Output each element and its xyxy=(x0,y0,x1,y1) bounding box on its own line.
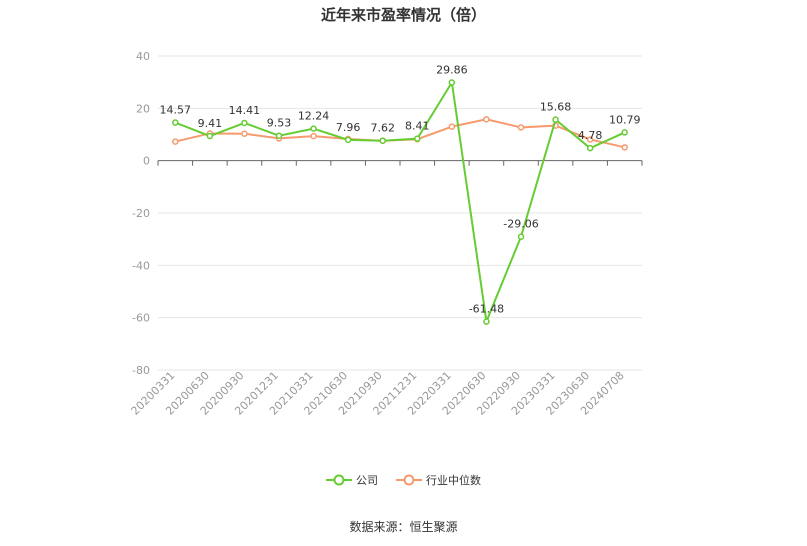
legend-item-industry[interactable]: 行业中位数 xyxy=(396,472,481,488)
series-line-0 xyxy=(174,79,626,326)
data-point xyxy=(310,132,317,140)
data-point xyxy=(206,132,214,140)
data-point xyxy=(586,144,594,152)
data-label: 7.96 xyxy=(336,121,361,134)
y-tick-label: 0 xyxy=(143,155,150,168)
data-point xyxy=(448,123,456,130)
data-point xyxy=(586,136,594,143)
data-label: 10.79 xyxy=(609,113,641,126)
data-point xyxy=(414,135,421,142)
legend-label-industry: 行业中位数 xyxy=(426,474,481,487)
data-point xyxy=(448,79,456,86)
data-label: 12.24 xyxy=(298,110,330,123)
data-label: -29.06 xyxy=(503,218,538,231)
data-label: 14.57 xyxy=(160,104,192,117)
data-point xyxy=(483,116,490,123)
data-label: 29.86 xyxy=(436,64,468,77)
data-point xyxy=(344,136,352,144)
y-tick-label: -40 xyxy=(132,259,150,272)
data-label: 14.41 xyxy=(229,104,261,117)
chart-title: 近年来市盈率情况（倍） xyxy=(320,6,486,24)
data-label: -61.48 xyxy=(469,303,504,316)
data-label: 9.41 xyxy=(198,117,223,130)
legend: 公司 行业中位数 xyxy=(0,472,807,488)
data-point xyxy=(517,233,525,240)
y-tick-label: 20 xyxy=(136,102,150,115)
data-point xyxy=(172,138,179,145)
data-point xyxy=(483,318,490,325)
data-label: 4.78 xyxy=(578,129,603,142)
data-point xyxy=(621,144,628,151)
data-point xyxy=(172,119,179,126)
legend-item-company[interactable]: 公司 xyxy=(326,472,378,488)
data-point xyxy=(517,124,525,131)
y-tick-label: -20 xyxy=(132,207,150,220)
data-point xyxy=(310,125,317,132)
legend-company-marker-icon xyxy=(326,474,352,486)
y-tick-label: 40 xyxy=(136,50,150,63)
source-note: 数据来源：恒生聚源 xyxy=(349,520,458,534)
y-tick-label: -80 xyxy=(132,364,150,377)
legend-industry-marker-icon xyxy=(396,474,422,486)
data-point xyxy=(241,119,248,127)
data-label: 15.68 xyxy=(540,101,572,114)
data-label: 7.62 xyxy=(370,122,395,135)
data-point xyxy=(241,130,248,137)
series xyxy=(172,79,628,326)
data-label: 8.41 xyxy=(405,120,430,133)
data-point xyxy=(275,132,283,139)
data-label: 9.53 xyxy=(267,117,292,130)
data-labels: 14.57 9.41 14.41 9.53 12.24 7.96 7.62 8.41 29.86… xyxy=(160,64,641,316)
legend-label-company: 公司 xyxy=(356,474,378,487)
grid-lines xyxy=(158,55,642,371)
data-point xyxy=(379,137,386,144)
data-point xyxy=(552,116,559,123)
data-point xyxy=(621,129,628,136)
y-tick-label: -60 xyxy=(132,312,150,325)
